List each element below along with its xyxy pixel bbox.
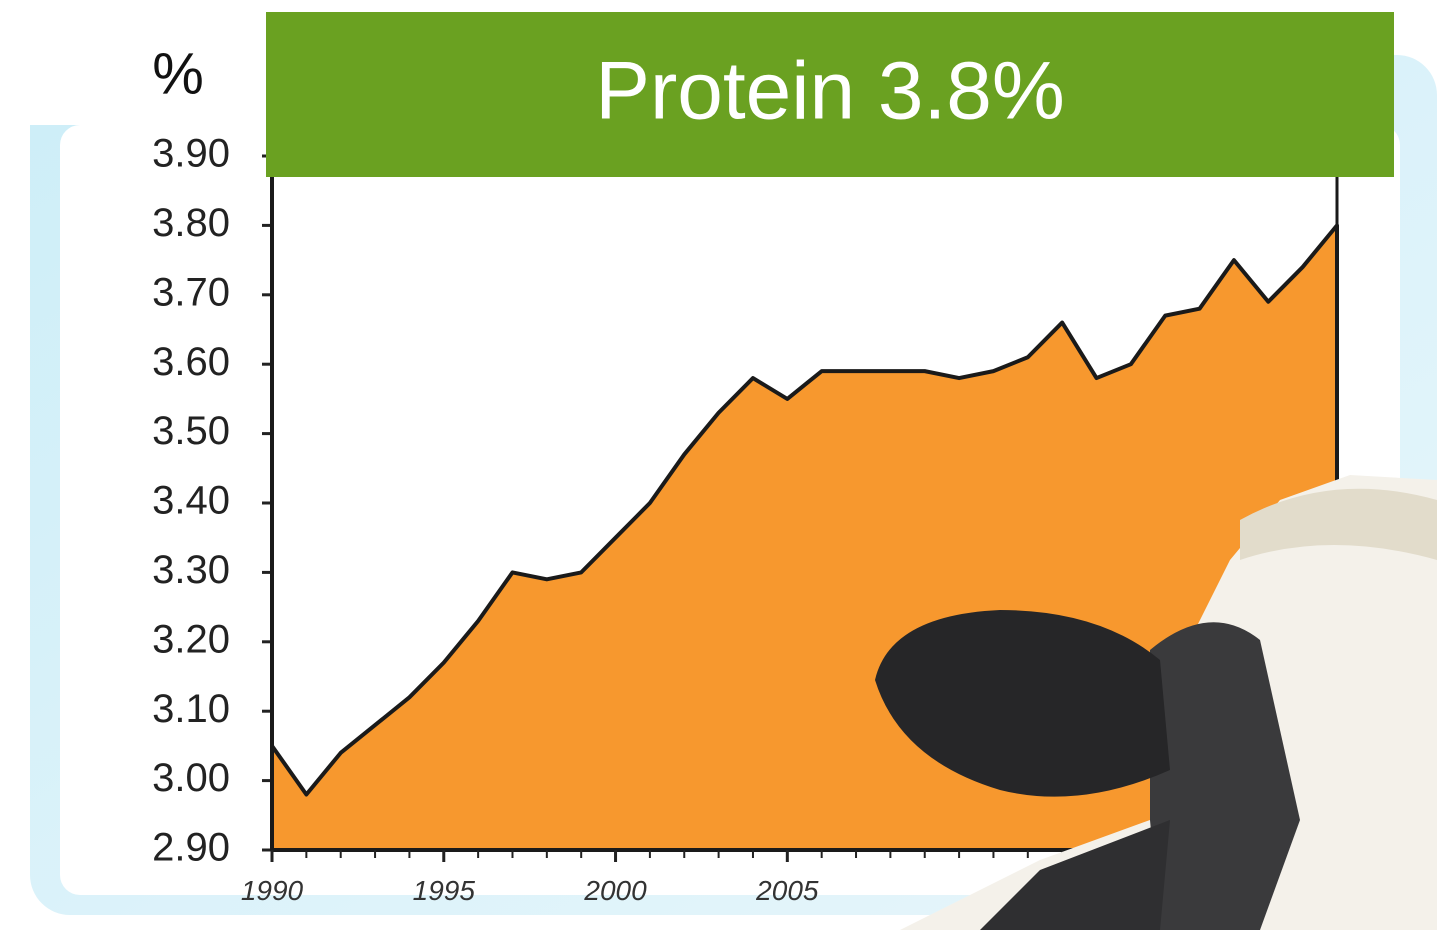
y-tick-label: 3.90 bbox=[152, 132, 230, 176]
title-banner bbox=[266, 12, 1394, 177]
x-tick-label: 2000 bbox=[583, 875, 647, 906]
y-tick-label: 3.30 bbox=[152, 548, 230, 592]
cow bbox=[875, 475, 1437, 930]
y-tick-label: 3.10 bbox=[152, 687, 230, 731]
y-tick-label: 2.90 bbox=[152, 826, 230, 870]
y-tick-label: 3.40 bbox=[152, 479, 230, 523]
y-tick-label: 3.50 bbox=[152, 409, 230, 453]
x-tick-label: 2005 bbox=[755, 875, 819, 906]
y-tick-label: 3.80 bbox=[152, 201, 230, 245]
y-tick-label: 3.60 bbox=[152, 340, 230, 384]
x-tick-label: 1990 bbox=[241, 875, 304, 906]
chart-title: Protein 3.8% bbox=[595, 46, 1065, 137]
label-bg bbox=[30, 0, 270, 125]
x-tick-label: 1995 bbox=[413, 875, 476, 906]
y-tick-label: 3.00 bbox=[152, 756, 230, 800]
y-tick-label: 3.20 bbox=[152, 617, 230, 661]
y-tick-label: 3.70 bbox=[152, 270, 230, 314]
y-axis-label: % bbox=[152, 41, 204, 106]
